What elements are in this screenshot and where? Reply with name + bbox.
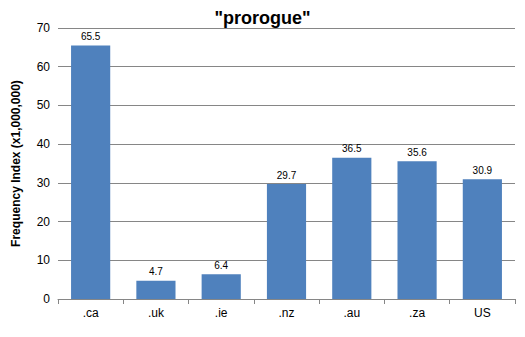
svg-text:.nz: .nz <box>278 306 294 320</box>
svg-text:.au: .au <box>343 306 360 320</box>
svg-text:29.7: 29.7 <box>277 170 297 181</box>
svg-text:35.6: 35.6 <box>407 147 427 158</box>
svg-text:20: 20 <box>37 215 51 229</box>
svg-text:30: 30 <box>37 176 51 190</box>
svg-text:30.9: 30.9 <box>473 165 493 176</box>
svg-text:40: 40 <box>37 137 51 151</box>
svg-text:US: US <box>474 306 491 320</box>
svg-text:50: 50 <box>37 98 51 112</box>
svg-text:4.7: 4.7 <box>149 266 163 277</box>
svg-text:6.4: 6.4 <box>214 260 228 271</box>
svg-text:.ca: .ca <box>83 306 99 320</box>
svg-text:.za: .za <box>409 306 425 320</box>
svg-text:Frequency Index (x1,000,000): Frequency Index (x1,000,000) <box>9 80 23 247</box>
svg-text:"prorogue": "prorogue" <box>214 8 310 28</box>
svg-text:10: 10 <box>37 253 51 267</box>
svg-text:60: 60 <box>37 60 51 74</box>
svg-text:65.5: 65.5 <box>81 31 101 42</box>
svg-text:0: 0 <box>43 292 50 306</box>
svg-text:.uk: .uk <box>148 306 165 320</box>
svg-text:70: 70 <box>37 21 51 35</box>
svg-text:.ie: .ie <box>215 306 228 320</box>
svg-text:36.5: 36.5 <box>342 143 362 154</box>
